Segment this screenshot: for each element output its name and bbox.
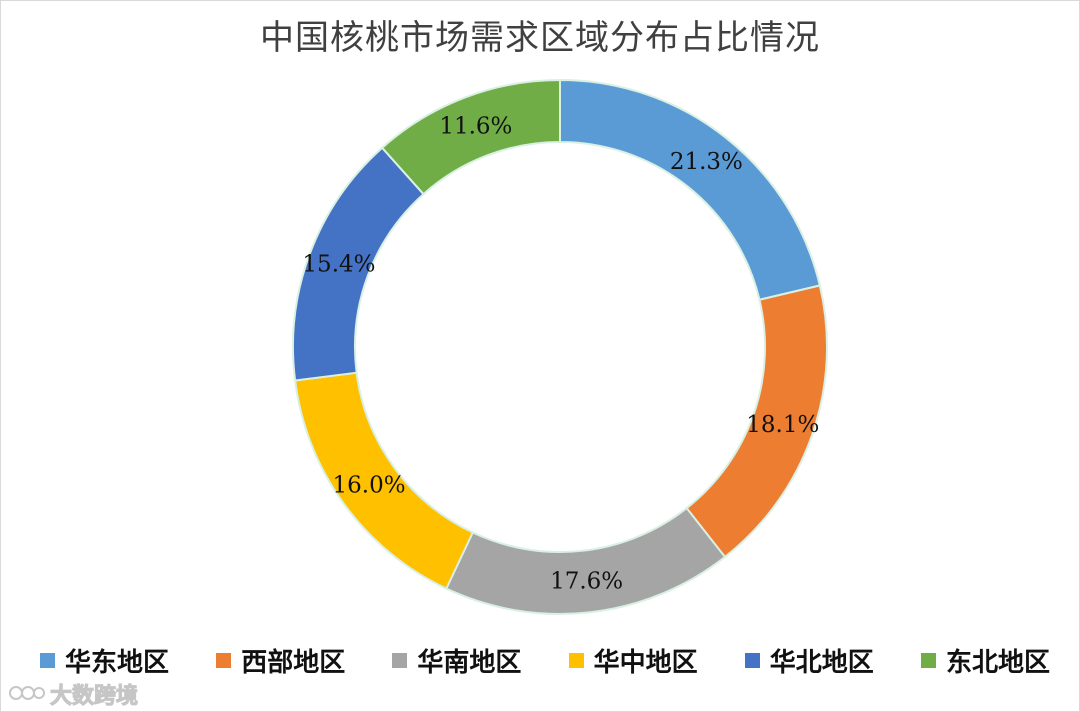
legend-item: 华南地区 bbox=[392, 642, 521, 679]
data-label-4: 16.0% bbox=[333, 473, 406, 499]
data-label-1: 21.3% bbox=[670, 149, 743, 175]
legend: 华东地区 西部地区 华南地区 华中地区 华北地区 东北地区 bbox=[40, 640, 1050, 680]
slice-3 bbox=[444, 506, 727, 615]
legend-swatch bbox=[920, 652, 936, 668]
legend-swatch bbox=[568, 652, 584, 668]
legend-label: 东北地区 bbox=[945, 647, 1050, 678]
legend-item: 华中地区 bbox=[568, 642, 698, 679]
data-label-5: 15.4% bbox=[302, 251, 375, 277]
data-label-3: 17.6% bbox=[550, 568, 623, 594]
legend-label: 华中地区 bbox=[593, 647, 698, 678]
legend-swatch bbox=[392, 652, 408, 668]
legend-item: 华东地区 bbox=[40, 642, 169, 679]
legend-label: 西部地区 bbox=[241, 647, 346, 678]
data-label-2: 18.1% bbox=[746, 412, 819, 438]
donut-slices bbox=[292, 78, 828, 615]
chart-title: 中国核桃市场需求区域分布占比情况 bbox=[260, 18, 820, 58]
logo-icon bbox=[9, 686, 45, 700]
legend-label: 华北地区 bbox=[769, 647, 874, 678]
legend-swatch bbox=[216, 652, 232, 668]
data-labels: 21.3% 18.1% 17.6% 16.0% 15.4% 11.6% bbox=[302, 113, 819, 594]
data-label-6: 11.6% bbox=[439, 113, 512, 139]
legend-label: 华南地区 bbox=[417, 647, 522, 678]
legend-item: 华北地区 bbox=[744, 642, 874, 679]
slice-1 bbox=[559, 78, 822, 301]
watermark-text: 大数跨境 bbox=[49, 684, 139, 710]
legend-item: 东北地区 bbox=[920, 642, 1050, 679]
legend-item: 西部地区 bbox=[216, 642, 345, 679]
legend-swatch bbox=[40, 652, 55, 668]
legend-label: 华东地区 bbox=[65, 647, 170, 678]
legend-swatch bbox=[744, 652, 760, 668]
slice-6 bbox=[380, 78, 561, 196]
watermark: 大数跨境 bbox=[8, 678, 139, 710]
